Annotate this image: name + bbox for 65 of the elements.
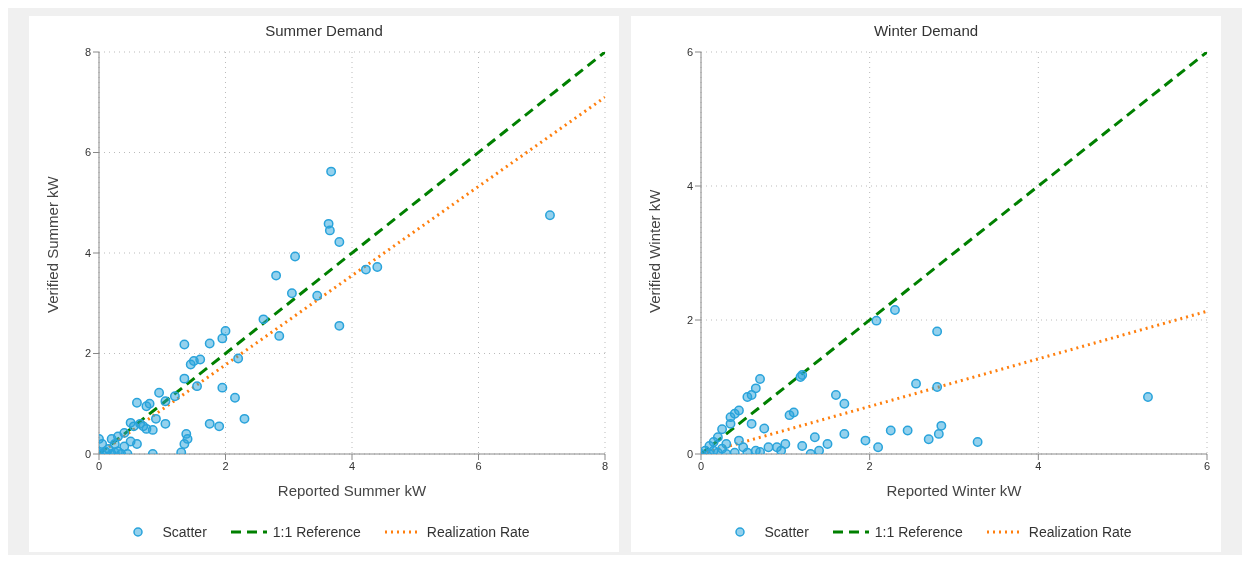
point <box>923 434 934 445</box>
point <box>746 418 757 429</box>
point <box>885 425 896 436</box>
point <box>839 398 850 409</box>
y-tick-label: 0 <box>84 447 91 460</box>
point <box>755 447 765 454</box>
x-tick-label: 6 <box>1203 459 1211 472</box>
legend-label: 1:1 Reference <box>874 524 963 540</box>
point <box>911 378 921 389</box>
legend-label: Scatter <box>764 524 809 540</box>
legend-label: Realization Rate <box>1028 524 1132 540</box>
y-axis-title: Verified Summer kW <box>44 175 62 313</box>
point <box>771 442 782 453</box>
point <box>763 442 774 453</box>
point <box>797 441 808 451</box>
x-tick-label: 4 <box>1035 459 1042 472</box>
y-tick-label: 4 <box>84 246 91 259</box>
x-tick-label: 6 <box>475 459 482 472</box>
point <box>717 424 728 435</box>
point <box>873 442 884 453</box>
x-tick-label: 4 <box>348 459 356 472</box>
point <box>809 432 820 443</box>
point <box>742 392 753 402</box>
point <box>717 443 728 454</box>
x-axis-title: Reported Summer kW <box>277 482 428 499</box>
point <box>902 425 913 436</box>
point <box>814 445 825 454</box>
point <box>932 382 943 392</box>
point <box>784 410 795 421</box>
x-tick-label: 8 <box>601 459 609 472</box>
point <box>839 428 850 439</box>
point <box>936 420 947 431</box>
point <box>830 390 841 400</box>
point <box>822 439 833 449</box>
point <box>755 374 765 384</box>
point <box>780 439 791 449</box>
legend-label: Realization Rate <box>426 524 530 540</box>
x-tick-label: 0 <box>95 459 103 472</box>
point <box>759 423 770 434</box>
point <box>933 428 944 439</box>
legend-label: 1:1 Reference <box>272 524 361 540</box>
x-tick-label: 2 <box>866 459 873 472</box>
y-tick-label: 2 <box>686 313 693 326</box>
point <box>725 412 736 423</box>
y-axis-title: Verified Winter kW <box>646 188 664 313</box>
point <box>1143 392 1153 402</box>
y-tick-label: 0 <box>686 447 693 460</box>
point <box>972 436 983 447</box>
x-tick-label: 2 <box>222 459 229 472</box>
point <box>708 445 719 454</box>
x-axis-title: Reported Winter kW <box>886 482 1023 499</box>
legend-label: Scatter <box>162 524 207 540</box>
y-tick-label: 8 <box>84 45 91 58</box>
point <box>932 326 943 337</box>
y-tick-label: 4 <box>686 179 693 192</box>
point <box>871 315 882 326</box>
x-tick-label: 0 <box>697 459 705 472</box>
chart-title: Summer Demand <box>264 22 384 41</box>
y-tick-label: 6 <box>686 45 693 58</box>
point <box>860 435 871 446</box>
chart-title: Winter Demand <box>872 22 980 41</box>
point <box>734 435 744 446</box>
point <box>890 305 900 315</box>
y-tick-label: 6 <box>84 146 91 159</box>
y-tick-label: 2 <box>84 347 91 360</box>
